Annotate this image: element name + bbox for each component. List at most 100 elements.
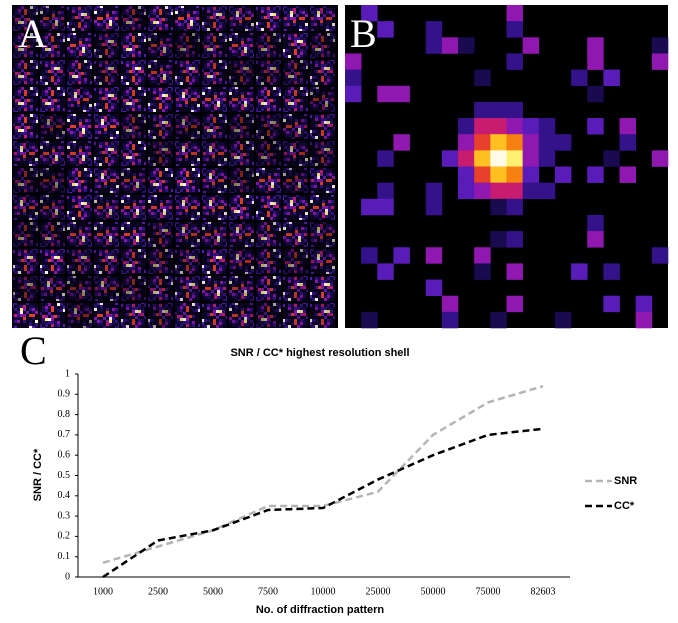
pattern-tile [310, 195, 335, 220]
pixel [635, 311, 653, 329]
pattern-tile [121, 222, 146, 247]
pattern-tile [148, 141, 173, 166]
pixel [361, 311, 378, 329]
pattern-tile [94, 141, 119, 166]
pattern-tile [175, 303, 200, 328]
pixel [587, 53, 604, 70]
pixel [458, 134, 475, 151]
pattern-tile [94, 114, 119, 139]
pattern-tile [67, 195, 92, 220]
pattern-tile [13, 168, 38, 193]
pattern-tile [40, 114, 65, 139]
pixel [554, 134, 572, 151]
pattern-tile [148, 303, 173, 328]
pixel [474, 150, 491, 167]
pixel [474, 263, 491, 280]
pixel [522, 118, 540, 135]
pattern-tile [40, 6, 65, 31]
pixel [474, 247, 491, 264]
pixel [506, 5, 523, 22]
pixel [393, 85, 410, 103]
pixel [538, 118, 556, 135]
pixel [603, 69, 620, 87]
x-tick-label: 5000 [203, 586, 223, 597]
x-tick-label: 10000 [311, 586, 336, 597]
pixel [458, 182, 475, 200]
pattern-tile [67, 276, 92, 301]
pattern-tile [283, 303, 308, 328]
pixel [490, 311, 507, 329]
pixel [474, 69, 491, 87]
pattern-tile [148, 222, 173, 247]
pixel [377, 21, 394, 38]
pattern-tile [67, 114, 92, 139]
pixel [474, 166, 491, 183]
pixel [490, 134, 507, 151]
pixel [587, 85, 604, 103]
pixel [425, 182, 443, 200]
pattern-tile [202, 33, 227, 58]
pixel [587, 231, 604, 248]
pixel [345, 85, 362, 103]
y-tick-label: 0.9 [58, 389, 71, 400]
pattern-tile [40, 303, 65, 328]
pattern-tile [13, 33, 38, 58]
pattern-tile [148, 114, 173, 139]
y-axis-label: SNR / CC* [32, 448, 44, 501]
pattern-tile [310, 60, 335, 85]
chart-title: SNR / CC* highest resolution shell [230, 347, 409, 359]
pattern-tile [13, 276, 38, 301]
pixel [490, 231, 507, 248]
panel-b-image [345, 5, 669, 329]
pattern-tile [310, 168, 335, 193]
panel-label: A [18, 11, 47, 56]
pixel [619, 118, 636, 135]
legend-label: SNR [614, 475, 637, 487]
y-tick-label: 0.7 [58, 429, 71, 440]
pixel [361, 247, 378, 264]
pattern-tile [121, 6, 146, 31]
pattern-tile [310, 141, 335, 166]
pixel [619, 166, 636, 183]
pattern-tile [94, 87, 119, 112]
pixel [474, 118, 491, 135]
pattern-tile [121, 87, 146, 112]
pixel [538, 134, 556, 151]
pixel [506, 198, 523, 216]
pattern-tile [310, 33, 335, 58]
pattern-tile [13, 60, 38, 85]
pixel [506, 263, 523, 280]
pattern-tile [202, 6, 227, 31]
line-series [102, 384, 544, 564]
pixel [522, 37, 540, 54]
pattern-tile [40, 222, 65, 247]
pixel [425, 21, 443, 38]
pattern-tile [310, 222, 335, 247]
pixel [377, 182, 394, 200]
pattern-tile [256, 168, 281, 193]
pixel [587, 118, 604, 135]
pixel [441, 311, 459, 329]
pattern-tile [40, 33, 65, 58]
pattern-tile [148, 276, 173, 301]
pixel [490, 101, 507, 119]
pattern-tile [283, 195, 308, 220]
pattern-tile [67, 6, 92, 31]
pattern-tile [175, 195, 200, 220]
pattern-tile [310, 276, 335, 301]
pixel [522, 166, 540, 183]
pattern-tile [256, 303, 281, 328]
pattern-tile [310, 303, 335, 328]
pattern-tile [229, 249, 254, 274]
pattern-tile [94, 303, 119, 328]
pixel [603, 263, 620, 280]
pattern-tile [256, 222, 281, 247]
pixel [458, 166, 475, 183]
pattern-tile [229, 114, 254, 139]
pattern-tile [202, 249, 227, 274]
pattern-tile [229, 6, 254, 31]
pixel [425, 247, 443, 264]
y-tick-label: 0.2 [58, 531, 71, 542]
pattern-tile [121, 60, 146, 85]
